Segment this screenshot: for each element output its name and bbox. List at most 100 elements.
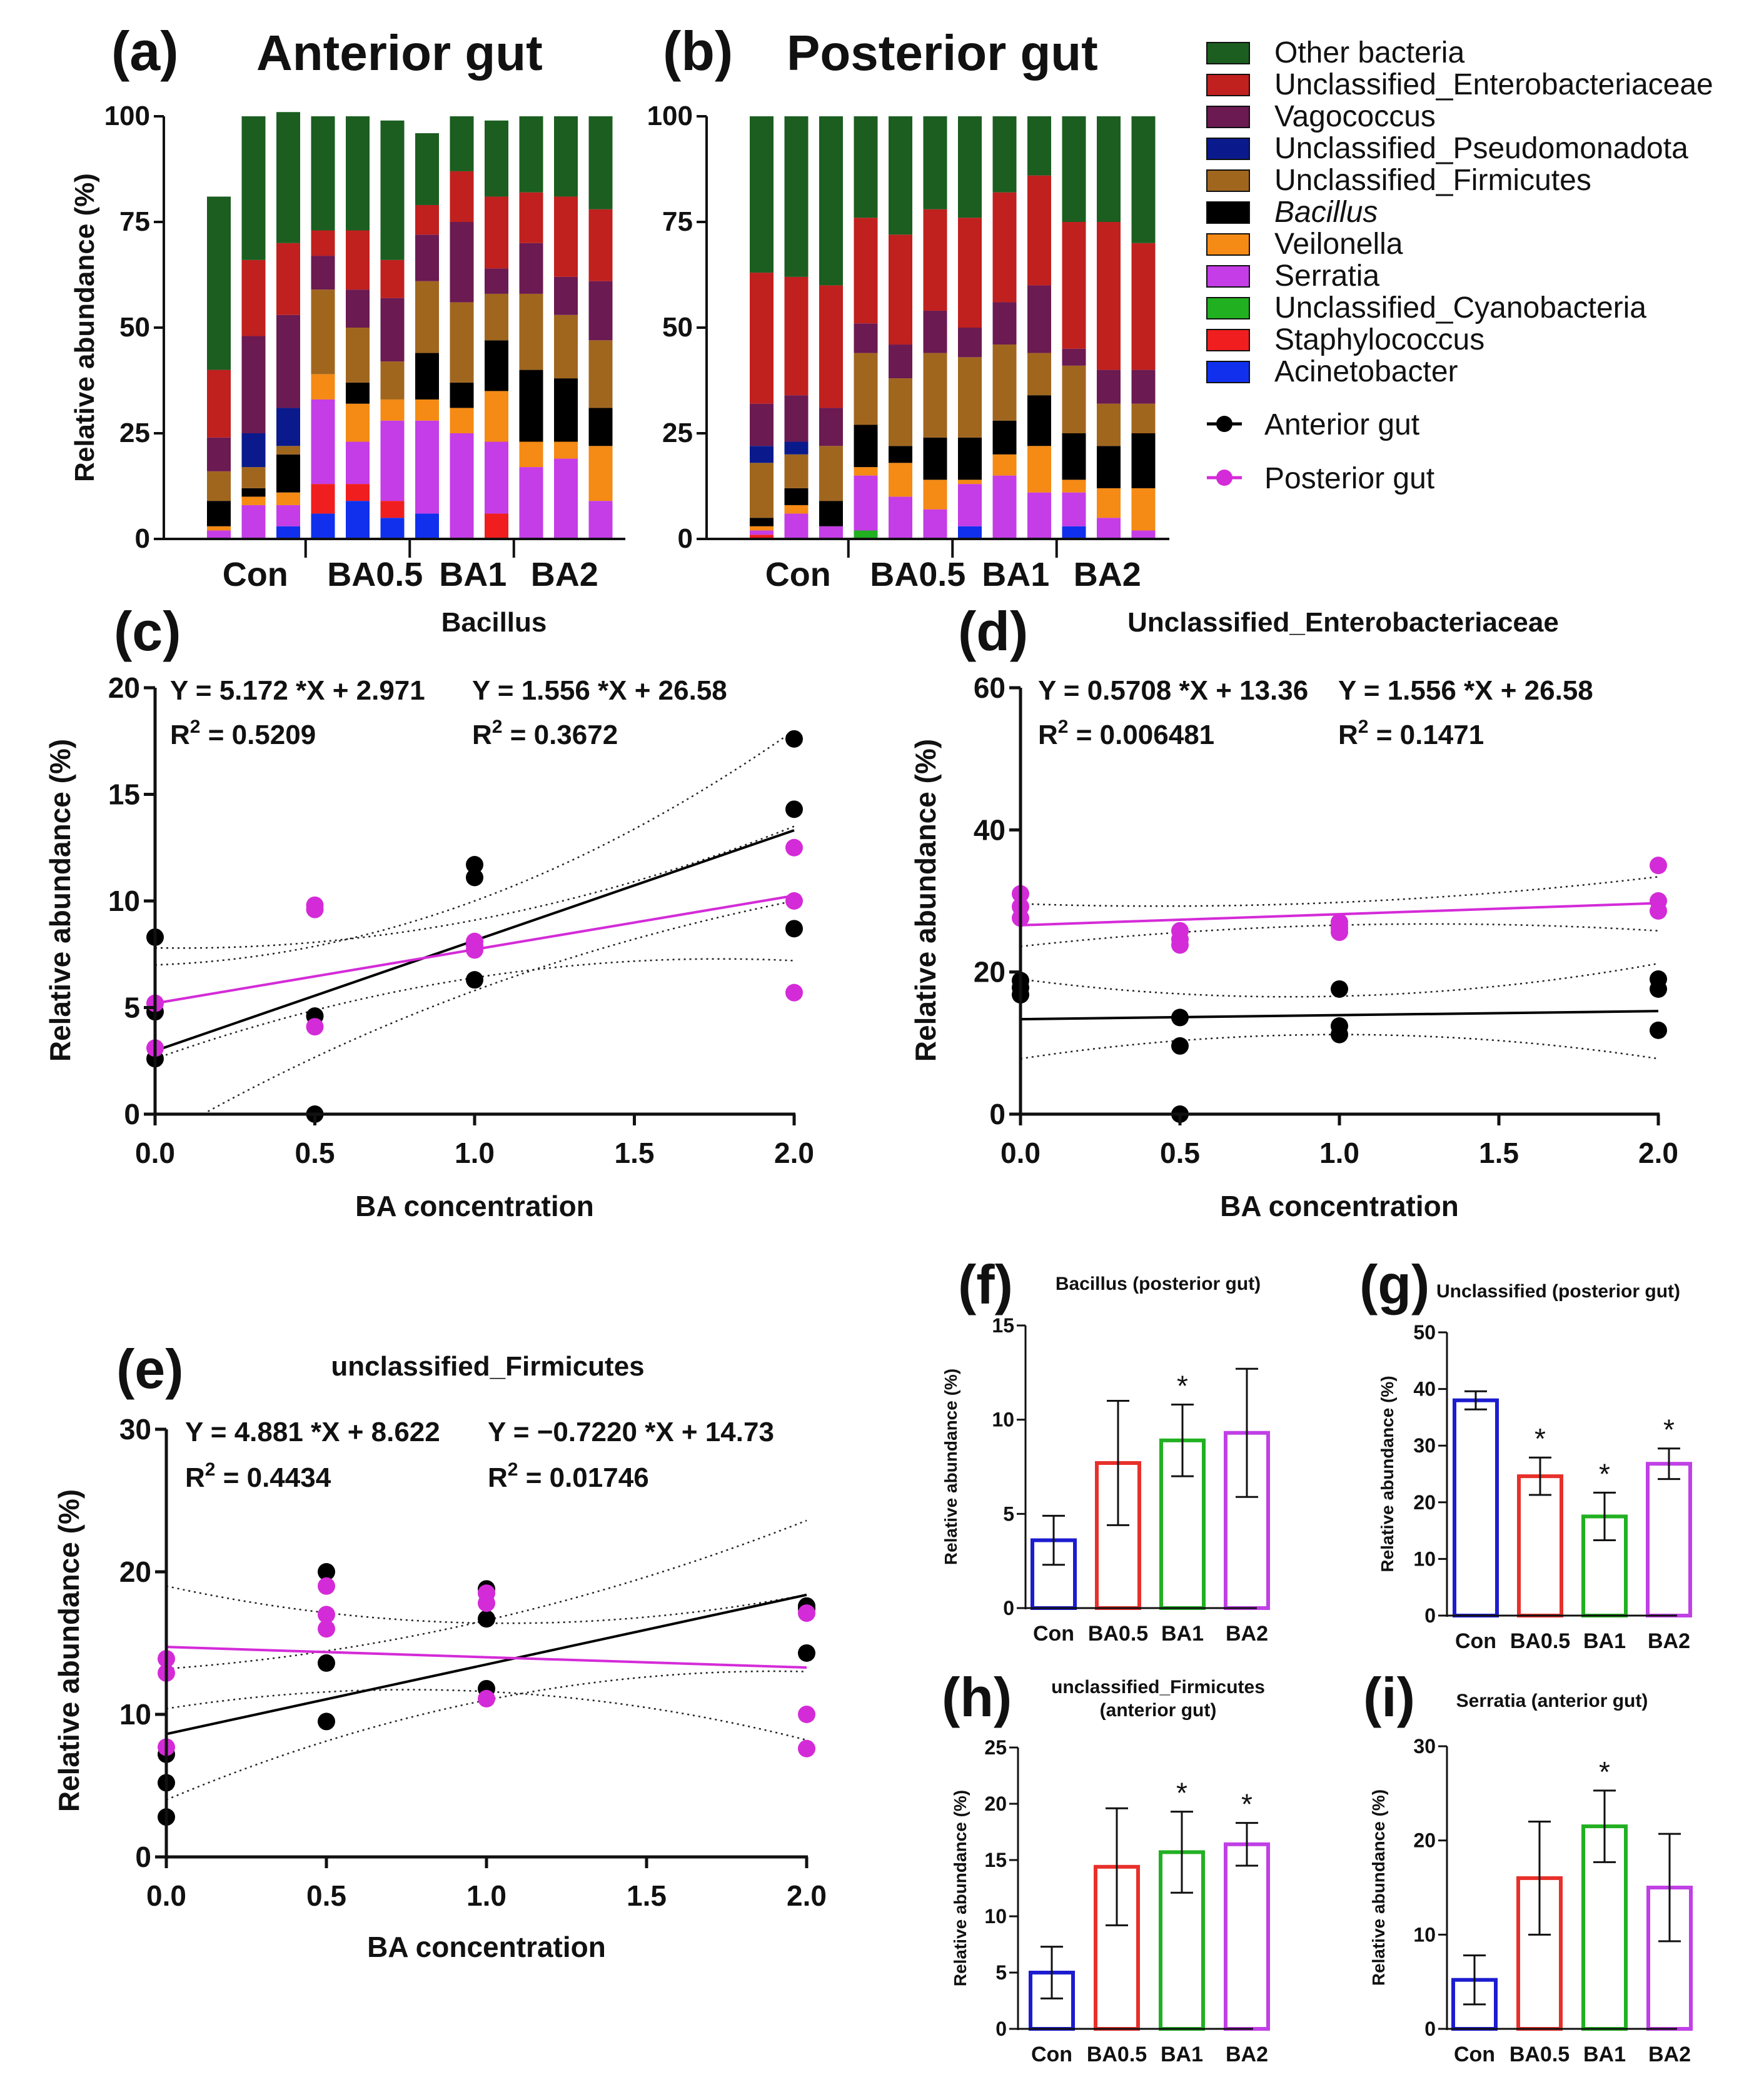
group-label: Con [223, 556, 288, 593]
bar-segment-serratia-1 [750, 530, 774, 535]
r-squared-anterior: R2 = 0.006481 [1038, 717, 1214, 750]
bar-segment-bacillus-11 [554, 378, 578, 442]
legend-swatch-firm [1206, 169, 1250, 192]
confidence-band-posterior [155, 825, 795, 949]
r-squared-value: = 0.4434 [215, 1462, 331, 1493]
bar-segment-serratia-10 [1062, 492, 1086, 526]
bar-segment-other-2 [784, 116, 809, 277]
bar-segment-firm-4 [854, 353, 878, 425]
x-tick-label: 0.0 [135, 1137, 175, 1169]
y-tick-label: 100 [647, 101, 693, 131]
bar-segment-bacillus-5 [346, 382, 370, 404]
bar-segment-vago-11 [1097, 370, 1121, 404]
bar-segment-serratia-12 [588, 501, 613, 539]
bar-segment-entero-4 [854, 218, 878, 324]
bar-segment-serratia-8 [992, 475, 1017, 539]
bar-segment-veil-9 [1027, 446, 1051, 493]
data-point-anterior [785, 920, 803, 938]
x-tick-label: 1.0 [1319, 1137, 1359, 1169]
bar-segment-entero-6 [380, 259, 405, 298]
group-label: BA1 [982, 556, 1049, 593]
x-tick-label: 2.0 [1638, 1137, 1678, 1169]
chart-title: Posterior gut [787, 25, 1098, 81]
data-point-anterior [1331, 980, 1348, 998]
y-tick-label: 30 [119, 1413, 151, 1446]
y-tick-label: 30 [1413, 1434, 1436, 1457]
group-label: BA2 [531, 556, 598, 593]
bar-segment-serratia-9 [485, 441, 508, 514]
group-label: BA0.5 [870, 556, 965, 593]
bar-segment-entero-10 [1062, 222, 1086, 349]
panel-label: (b) [663, 20, 733, 82]
bar-segment-firm-3 [276, 446, 300, 455]
bar-segment-serratia-7 [958, 484, 982, 526]
legend-label: Unclassified_Pseudomonadota [1274, 132, 1688, 165]
bar-segment-vago-5 [346, 289, 370, 328]
data-point-posterior [798, 1604, 815, 1622]
confidence-band-posterior [1021, 876, 1659, 907]
legend-swatch-vago [1206, 106, 1250, 128]
bar-segment-other-3 [819, 116, 843, 286]
bar-segment-vago-7 [958, 328, 982, 358]
bar-segment-acineto-5 [346, 501, 370, 539]
bar-segment-bacillus-2 [241, 488, 266, 497]
y-axis-label: Relative abundance (%) [53, 1489, 85, 1812]
group-label: Con [765, 556, 831, 593]
y-axis-label: Relative abundance (%) [909, 739, 942, 1062]
x-tick-label: BA1 [1583, 1629, 1626, 1653]
x-axis-label: BA concentration [1220, 1190, 1459, 1222]
data-point-posterior [1331, 923, 1348, 942]
bar-segment-other-5 [889, 116, 912, 235]
panel-label: (d) [958, 600, 1028, 662]
bar-segment-staph-5 [346, 484, 370, 501]
bar-segment-staph-1 [750, 535, 774, 539]
y-tick-label: 10 [1413, 1923, 1436, 1946]
bar-segment-vago-12 [588, 281, 613, 341]
legend-swatch-other [1206, 42, 1250, 64]
bar-segment-pseudo-2 [241, 433, 266, 468]
regression-equation-anterior: Y = 0.5708 *X + 13.36 [1038, 675, 1308, 706]
r-squared-symbol: R [488, 1462, 508, 1493]
regression-equation-posterior: Y = 1.556 *X + 26.58 [472, 675, 727, 706]
y-tick-label: 25 [119, 418, 150, 448]
r-squared-superscript: 2 [190, 717, 201, 737]
bar-chart-f: Con BA0.5 * BA1 BA2 0 5 10 15(f) Bacillus (poster… [941, 1254, 1270, 1646]
bar-segment-serratia-7 [415, 420, 439, 514]
y-axis-label: Relative abundance (%) [44, 739, 76, 1062]
bar-segment-bacillus-5 [889, 446, 912, 463]
bar-segment-veil-1 [750, 526, 774, 531]
y-tick-label: 10 [984, 1905, 1007, 1928]
legend-label: Unclassified_Enterobacteriaceae [1274, 68, 1713, 101]
bar-segment-serratia-3 [276, 505, 300, 526]
x-tick-label: BA0.5 [1088, 1622, 1148, 1646]
bar-segment-bacillus-4 [854, 425, 878, 468]
bar-segment-veil-2 [784, 505, 809, 514]
x-tick-label: BA1 [1161, 2043, 1203, 2066]
data-point-anterior [318, 1654, 335, 1672]
chart-title: Anterior gut [256, 25, 543, 81]
y-tick-label: 25 [662, 418, 693, 448]
bar-segment-vago-8 [450, 222, 474, 303]
y-tick-label: 5 [1003, 1502, 1014, 1525]
y-tick-label: 20 [1413, 1829, 1436, 1852]
r-squared-superscript: 2 [1058, 717, 1069, 737]
chart-title: Serratia (anterior gut) [1456, 1691, 1648, 1711]
bar-segment-entero-8 [992, 192, 1017, 303]
bar-segment-entero-2 [241, 259, 266, 336]
bar-segment-veil-2 [241, 496, 266, 505]
bar-segment-firm-8 [450, 302, 474, 383]
bar-segment-entero-7 [958, 218, 982, 328]
x-tick-label: 1.5 [627, 1879, 667, 1912]
x-tick-label: 1.0 [466, 1879, 507, 1912]
bar-segment-bacillus-7 [958, 437, 982, 480]
bar-segment-veil-3 [276, 492, 300, 505]
panel-label: (f) [958, 1254, 1013, 1315]
bar-segment-bacillus-6 [923, 437, 947, 480]
bar-segment-bacillus-12 [588, 408, 613, 446]
data-point-anterior [785, 800, 803, 818]
y-tick-label: 15 [992, 1314, 1014, 1337]
r-squared-anterior: R2 = 0.4434 [185, 1459, 331, 1493]
bar-segment-vago-9 [485, 268, 508, 294]
bar-segment-serratia-11 [1097, 518, 1121, 539]
legend-label: Serratia [1274, 259, 1379, 293]
